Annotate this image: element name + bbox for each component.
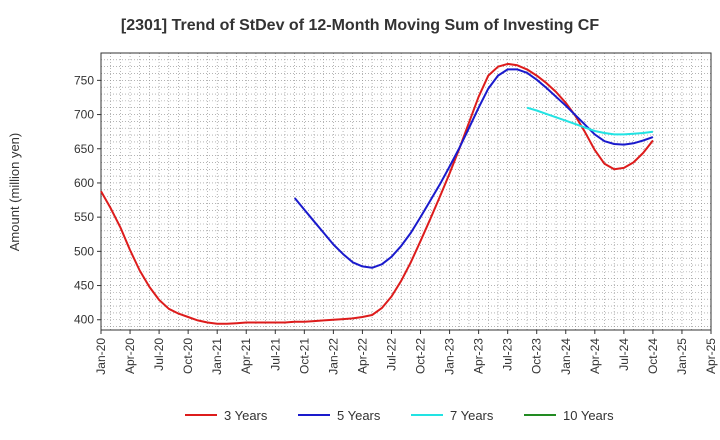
chart-title: [2301] Trend of StDev of 12-Month Moving… [121,17,599,34]
y-tick-label: 600 [74,176,94,190]
y-axis-ticks: 400 450 500 550 600 650 700 750 [74,73,101,327]
x-tick-label: Apr-22 [355,338,369,374]
x-tick-label: Jan-24 [559,338,573,375]
x-tick-label: Jan-20 [94,338,108,375]
y-axis-label: Amount (million yen) [7,133,22,252]
y-tick-label: 450 [74,279,94,293]
x-tick-label: Jul-23 [501,338,515,371]
y-tick-label: 400 [74,313,94,327]
series-lines [100,62,654,325]
y-tick-label: 550 [74,210,94,224]
y-tick-label: 700 [74,108,94,122]
x-tick-label: Jul-21 [268,338,282,371]
x-tick-label: Apr-20 [123,338,137,374]
legend: 3 Years 5 Years 7 Years 10 Years [185,408,614,423]
legend-label: 3 Years [224,408,268,423]
x-tick-label: Apr-23 [472,338,486,374]
x-tick-label: Oct-22 [414,338,428,374]
y-tick-label: 750 [74,73,94,87]
x-tick-label: Oct-23 [530,338,544,374]
x-tick-label: Oct-24 [646,338,660,374]
x-tick-label: Jan-23 [443,338,457,375]
x-tick-label: Jan-21 [210,338,224,375]
x-tick-label: Jul-22 [384,338,398,371]
x-tick-label: Jan-22 [326,338,340,375]
grid [101,53,711,330]
legend-label: 7 Years [450,408,494,423]
series-line-5-years [293,68,654,269]
x-tick-label: Jul-20 [152,338,166,371]
legend-label: 10 Years [563,408,614,423]
plot-area [100,52,712,331]
series-line-7-years [526,106,654,136]
x-tick-label: Jul-24 [617,338,631,371]
x-tick-label: Apr-25 [704,338,718,374]
x-axis-ticks: Jan-20 Apr-20 Jul-20 Oct-20 Jan-21 Apr-21 Jul-… [94,330,718,375]
x-tick-label: Apr-21 [239,338,253,374]
x-tick-label: Oct-21 [297,338,311,374]
y-tick-label: 500 [74,244,94,258]
x-tick-label: Oct-20 [181,338,195,374]
x-tick-label: Apr-24 [588,338,602,374]
x-tick-label: Jan-25 [675,338,689,375]
legend-label: 5 Years [337,408,381,423]
series-line-3-years [100,62,654,325]
y-tick-label: 650 [74,142,94,156]
